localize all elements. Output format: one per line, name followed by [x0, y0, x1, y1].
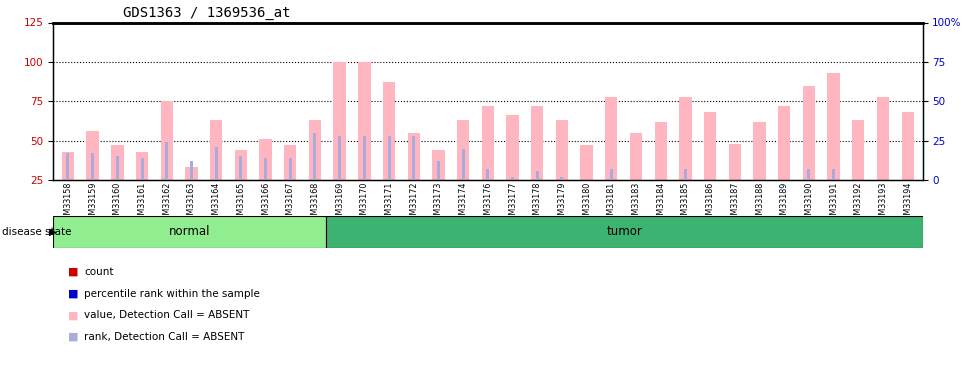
Bar: [857, 185, 860, 219]
Text: percentile rank within the sample: percentile rank within the sample: [84, 289, 260, 298]
Bar: [240, 156, 242, 219]
Bar: [383, 82, 395, 219]
Bar: [882, 185, 885, 219]
Bar: [313, 133, 317, 219]
Bar: [585, 186, 588, 219]
Bar: [828, 73, 839, 219]
Bar: [160, 101, 173, 219]
Bar: [531, 106, 544, 219]
Bar: [214, 147, 217, 219]
Bar: [333, 62, 346, 219]
Bar: [852, 120, 865, 219]
Bar: [432, 150, 444, 219]
Bar: [116, 156, 119, 219]
Text: value, Detection Call = ABSENT: value, Detection Call = ABSENT: [84, 310, 249, 320]
Bar: [412, 136, 415, 219]
Bar: [327, 216, 923, 248]
Bar: [906, 185, 909, 219]
Bar: [408, 133, 420, 219]
Bar: [53, 216, 327, 248]
Bar: [264, 158, 267, 219]
Bar: [630, 133, 642, 219]
Bar: [684, 169, 687, 219]
Bar: [482, 106, 494, 219]
Text: ■: ■: [68, 310, 78, 320]
Text: rank, Detection Call = ABSENT: rank, Detection Call = ABSENT: [84, 332, 244, 342]
Text: GDS1363 / 1369536_at: GDS1363 / 1369536_at: [123, 6, 290, 20]
Bar: [506, 116, 519, 219]
Bar: [289, 158, 292, 219]
Bar: [803, 86, 815, 219]
Bar: [536, 171, 539, 219]
Bar: [655, 122, 667, 219]
Bar: [190, 161, 193, 219]
Bar: [560, 177, 563, 219]
Text: count: count: [84, 267, 114, 277]
Bar: [704, 112, 717, 219]
Text: ■: ■: [68, 332, 78, 342]
Bar: [486, 169, 490, 219]
Text: ▶: ▶: [49, 226, 57, 237]
Bar: [210, 120, 222, 219]
Bar: [309, 120, 321, 219]
Bar: [457, 120, 469, 219]
Bar: [437, 161, 440, 219]
Bar: [338, 136, 341, 219]
Bar: [758, 185, 761, 219]
Bar: [165, 142, 168, 219]
Bar: [67, 153, 70, 219]
Bar: [733, 185, 736, 219]
Bar: [259, 139, 271, 219]
Text: tumor: tumor: [607, 225, 642, 238]
Bar: [610, 169, 612, 219]
Bar: [877, 96, 889, 219]
Bar: [728, 144, 741, 219]
Bar: [605, 96, 617, 219]
Bar: [659, 185, 663, 219]
Bar: [635, 185, 638, 219]
Bar: [782, 185, 785, 219]
Text: ■: ■: [68, 289, 78, 298]
Bar: [581, 146, 593, 219]
Bar: [709, 183, 712, 219]
Bar: [87, 131, 99, 219]
Bar: [808, 169, 810, 219]
Bar: [832, 169, 835, 219]
Bar: [555, 120, 568, 219]
Bar: [284, 146, 297, 219]
Bar: [511, 177, 514, 219]
Bar: [136, 152, 148, 219]
Bar: [91, 153, 94, 219]
Bar: [235, 150, 247, 219]
Bar: [387, 136, 390, 219]
Bar: [111, 146, 124, 219]
Text: normal: normal: [169, 225, 211, 238]
Bar: [141, 158, 144, 219]
Bar: [185, 167, 198, 219]
Bar: [363, 136, 366, 219]
Bar: [901, 112, 914, 219]
Bar: [778, 106, 790, 219]
Bar: [358, 62, 371, 219]
Bar: [679, 96, 692, 219]
Bar: [462, 148, 465, 219]
Bar: [753, 122, 766, 219]
Text: disease state: disease state: [2, 226, 71, 237]
Text: ■: ■: [68, 267, 78, 277]
Bar: [62, 152, 74, 219]
